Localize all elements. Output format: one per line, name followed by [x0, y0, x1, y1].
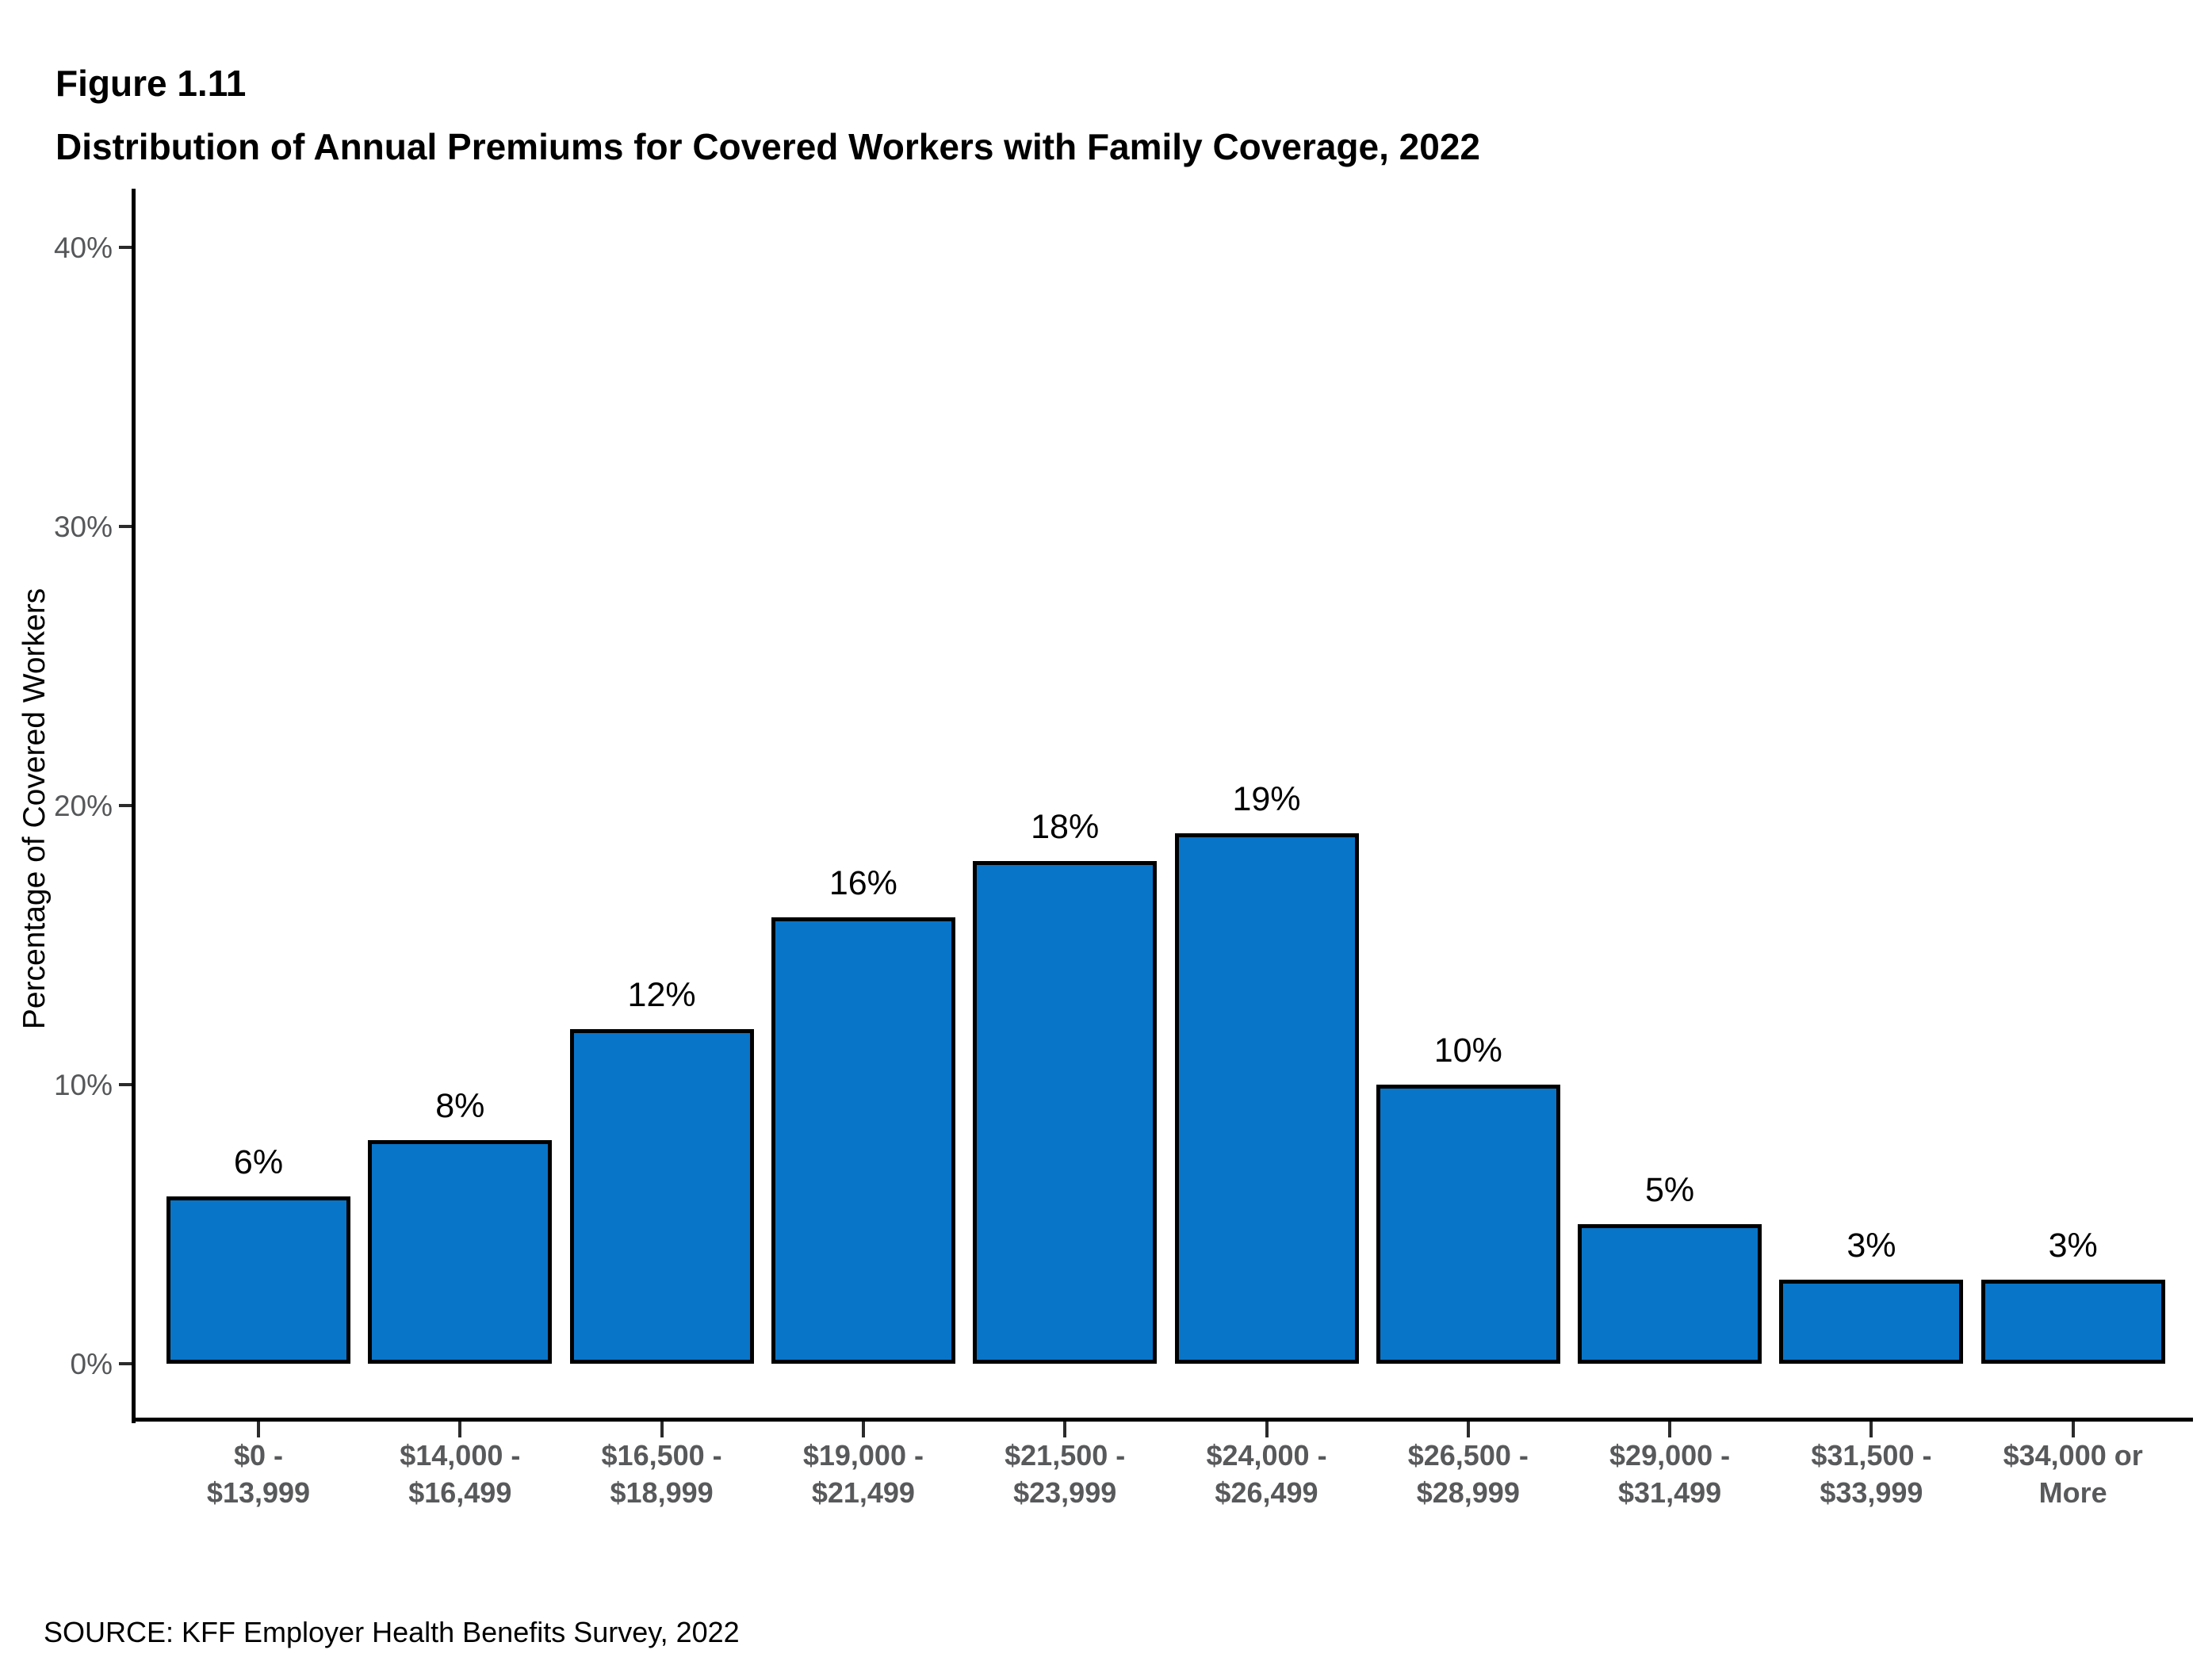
x-axis-category-label: $14,000 - $16,499: [400, 1439, 521, 1509]
bar: [1376, 1085, 1560, 1364]
bar: [166, 1196, 350, 1364]
bar-value-label: 5%: [1645, 1171, 1695, 1209]
x-tick-mark: [1063, 1422, 1067, 1437]
bar: [1779, 1280, 1964, 1364]
x-tick-mark: [1265, 1422, 1269, 1437]
bar-value-label: 18%: [1031, 808, 1100, 847]
bar-value-label: 3%: [1847, 1227, 1896, 1265]
bar-value-label: 3%: [2048, 1227, 2098, 1265]
y-tick-label: 30%: [53, 511, 113, 543]
x-tick-mark: [660, 1422, 664, 1437]
bar-value-label: 6%: [233, 1143, 284, 1181]
x-tick-mark: [458, 1422, 462, 1437]
x-tick-mark: [1466, 1422, 1470, 1437]
bar: [973, 861, 1158, 1364]
x-axis-category-label: $26,500 - $28,999: [1407, 1439, 1529, 1509]
y-tick-label: 0%: [70, 1348, 113, 1380]
y-tick-mark: [119, 1083, 132, 1086]
y-tick-label: 20%: [53, 790, 113, 822]
y-tick-mark: [119, 246, 132, 249]
x-axis-category-label: $31,500 - $33,999: [1811, 1439, 1932, 1509]
bar-value-label: 16%: [829, 863, 897, 902]
bar: [1980, 1280, 2165, 1364]
x-tick-mark: [257, 1422, 260, 1437]
x-axis-category-label: $21,500 - $23,999: [1005, 1439, 1126, 1509]
bar: [569, 1028, 754, 1364]
x-tick-mark: [1668, 1422, 1672, 1437]
bar: [1174, 833, 1359, 1364]
bar-value-label: 8%: [435, 1087, 485, 1126]
y-tick-mark: [119, 1362, 132, 1365]
x-tick-mark: [861, 1422, 865, 1437]
x-tick-mark: [1869, 1422, 1873, 1437]
bar: [368, 1140, 553, 1364]
x-tick-mark: [2071, 1422, 2075, 1437]
y-tick-label: 10%: [53, 1069, 113, 1101]
figure-number: Figure 1.11: [55, 63, 247, 104]
x-axis-category-label: $29,000 - $31,499: [1609, 1439, 1731, 1509]
y-tick-mark: [119, 525, 132, 528]
y-tick-label: 40%: [53, 232, 113, 264]
y-axis-line: [132, 189, 136, 1423]
x-axis-category-label: $16,500 - $18,999: [601, 1439, 722, 1509]
y-tick-mark: [119, 804, 132, 807]
source-note: SOURCE: KFF Employer Health Benefits Sur…: [44, 1616, 740, 1648]
bar-value-label: 19%: [1232, 780, 1301, 819]
x-axis-category-label: $34,000 or More: [2003, 1439, 2143, 1509]
x-axis-category-label: $24,000 - $26,499: [1206, 1439, 1327, 1509]
x-axis-category-label: $0 - $13,999: [206, 1439, 311, 1509]
bar-value-label: 12%: [627, 975, 696, 1014]
bar: [1578, 1224, 1762, 1364]
bar: [771, 917, 955, 1364]
bar-value-label: 10%: [1433, 1032, 1502, 1070]
x-axis-line: [132, 1418, 2193, 1422]
x-axis-category-label: $19,000 - $21,499: [802, 1439, 924, 1509]
figure-title: Distribution of Annual Premiums for Cove…: [55, 126, 1480, 167]
